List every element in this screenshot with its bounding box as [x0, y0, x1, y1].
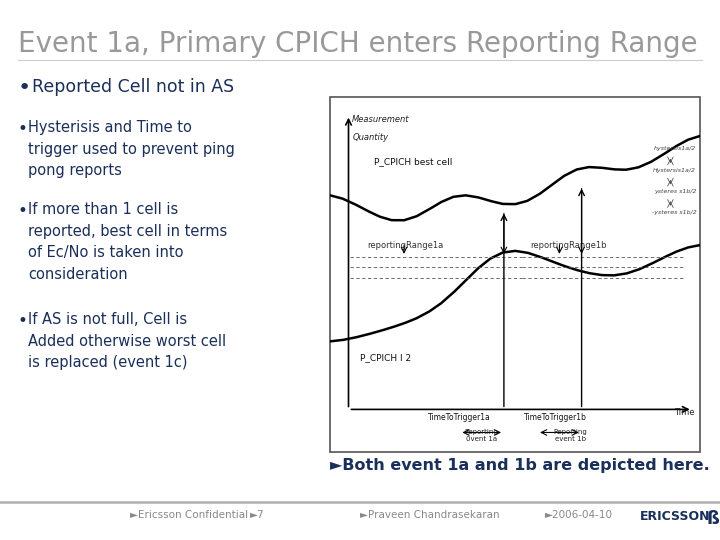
- Text: Hysterisis and Time to
trigger used to prevent ping
pong reports: Hysterisis and Time to trigger used to p…: [28, 120, 235, 178]
- Text: hystersis1a/2: hystersis1a/2: [654, 146, 696, 151]
- Text: -ysteres s1b/2: -ysteres s1b/2: [652, 210, 696, 215]
- Text: ysteres s1b/2: ysteres s1b/2: [654, 189, 696, 194]
- Text: ►2006-04-10: ►2006-04-10: [545, 510, 613, 520]
- Text: Measurement: Measurement: [352, 115, 410, 124]
- Text: •: •: [18, 312, 28, 330]
- Text: P_CPICH I 2: P_CPICH I 2: [359, 353, 410, 362]
- Text: ß: ß: [706, 510, 719, 528]
- Text: TimeToTrigger1a: TimeToTrigger1a: [428, 413, 491, 422]
- Text: •: •: [18, 202, 28, 220]
- Text: Quantity: Quantity: [352, 133, 388, 141]
- Text: ►7: ►7: [250, 510, 265, 520]
- Text: Time: Time: [674, 408, 695, 417]
- Text: •: •: [18, 120, 28, 138]
- Text: Event 1a, Primary CPICH enters Reporting Range: Event 1a, Primary CPICH enters Reporting…: [18, 30, 698, 58]
- Text: ►Both event 1a and 1b are depicted here.: ►Both event 1a and 1b are depicted here.: [330, 458, 710, 473]
- Text: Reported Cell not in AS: Reported Cell not in AS: [32, 78, 234, 96]
- Text: ►Ericsson Confidential: ►Ericsson Confidential: [130, 510, 248, 520]
- Text: Reporting
event 1b: Reporting event 1b: [554, 429, 588, 442]
- Text: TimeToTrigger1b: TimeToTrigger1b: [524, 413, 587, 422]
- Text: •: •: [18, 78, 31, 98]
- Text: Reporting
0vent 1a: Reporting 0vent 1a: [465, 429, 498, 442]
- Bar: [330, 97, 700, 452]
- Text: Hystersis1a/2: Hystersis1a/2: [653, 167, 696, 173]
- Text: If more than 1 cell is
reported, best cell in terms
of Ec/No is taken into
consi: If more than 1 cell is reported, best ce…: [28, 202, 228, 282]
- Text: If AS is not full, Cell is
Added otherwise worst cell
is replaced (event 1c): If AS is not full, Cell is Added otherwi…: [28, 312, 226, 370]
- Text: reportingRange1b: reportingRange1b: [530, 241, 606, 250]
- Text: ►Praveen Chandrasekaran: ►Praveen Chandrasekaran: [360, 510, 500, 520]
- Text: ERICSSON: ERICSSON: [640, 510, 711, 523]
- Text: reportingRange1a: reportingRange1a: [367, 241, 444, 250]
- Text: P_CPICH best cell: P_CPICH best cell: [374, 158, 453, 166]
